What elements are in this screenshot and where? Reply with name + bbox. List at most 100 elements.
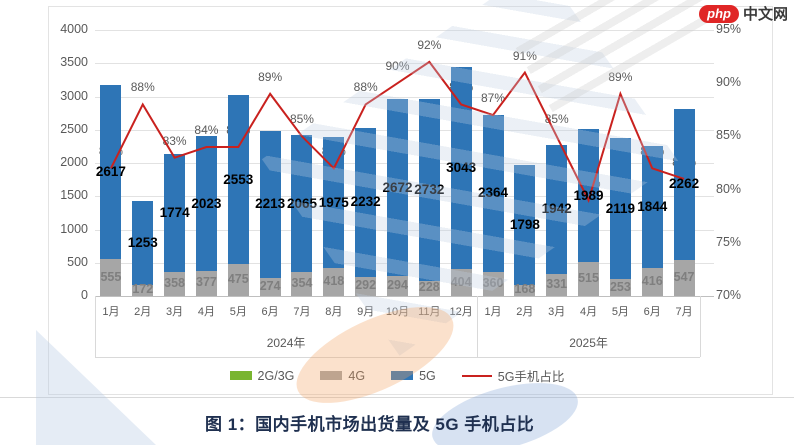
bar-value-label-5g: 1989 [573,187,604,203]
bar-4g-segment [546,273,568,296]
bar-5g-segment [195,136,217,271]
legend-swatch-icon [320,371,343,380]
bar-value-label-4g: 416 [641,274,663,289]
bar-value-label-4g: 331 [546,276,568,291]
site-logo: php 中文网 [699,3,788,24]
month-label: 2月 [134,306,152,318]
bar-value-label-4g: 253 [609,279,631,294]
legend-item-2g3g: 2G/3G [229,369,294,383]
bar-4g-segment [514,284,536,296]
month-label: 7月 [675,306,693,318]
bar-value-label-5g: 1975 [318,194,349,210]
chart-legend: 2G/3G 4G 5G 5G手机占比 [0,366,794,385]
y-axis-label-left: 0 [81,288,88,302]
bar-value-label-5g: 2262 [669,176,700,192]
pct-label: 89% [608,69,633,84]
month-label: 3月 [166,306,184,318]
bar-4g-segment [418,280,440,296]
bar-value-label-5g: 1774 [159,205,190,221]
bar-5g-segment [259,130,281,278]
y-axis-label-left: 2000 [60,155,88,169]
pct-label: 87% [481,91,506,106]
bar-4g-segment [387,276,408,296]
bar-value-label-5g: 2232 [350,194,381,210]
y-axis-label-left: 4000 [60,22,88,36]
bar-value-label-5g: 2732 [414,181,445,197]
month-label: 7月 [293,306,311,318]
axis-group-separator [477,296,479,357]
bar-value-label-5g: 2023 [191,195,222,211]
pct-label: 92% [417,37,442,52]
y-axis-label-right: 80% [716,181,742,196]
year-label: 2025年 [569,336,608,350]
bar-value-label-5g: 2617 [95,164,126,180]
month-label: 6月 [643,306,661,318]
legend-swatch-icon [391,371,414,380]
bar-value-label-4g: 418 [323,274,345,289]
bar-value-label-4g: 547 [673,269,695,284]
pct-label: 88% [130,80,155,95]
y-axis-label-left: 1500 [60,188,88,203]
bar-5g-segment [355,128,377,277]
bar-4g-segment [355,276,377,296]
y-axis-label-left: 3000 [60,88,88,103]
legend-item-5g: 5G [391,369,436,383]
legend-line-icon [461,374,492,377]
grid-line [95,63,714,65]
bar-value-label-4g: 475 [227,272,249,287]
bar-5g-segment [418,99,440,281]
axis-box-bottom [95,357,700,358]
bar-4g-segment [227,264,249,296]
bar-value-label-4g: 168 [514,282,536,297]
bar-value-label-5g: 2213 [255,196,286,212]
bar-value-label-4g: 358 [164,276,186,291]
pct-label: 90% [385,59,410,74]
bar-value-label-4g: 360 [482,276,504,291]
month-label: 11月 [418,306,441,318]
month-label: 4月 [197,306,215,318]
bar-5g-segment [387,98,408,277]
bar-value-label-5g: 2553 [223,171,254,187]
bar-4g-segment [609,279,631,296]
bar-4g-segment [132,284,154,296]
y-axis-label-left: 500 [67,254,88,269]
pct-label: 85% [289,112,314,127]
month-label: 5月 [229,306,247,318]
bar-5g-segment [546,144,568,274]
y-axis-label-left: 3500 [60,55,88,70]
bar-value-label-4g: 377 [196,275,217,290]
legend-label: 5G [419,368,436,383]
bar-5g-segment [673,109,695,260]
bar-value-label-5g: 3043 [446,159,477,175]
legend-item-5g-share: 5G手机占比 [461,366,564,385]
pct-label: 88% [353,80,378,95]
bar-4g-segment [100,259,122,296]
bar-value-label-5g: 2119 [605,200,636,216]
bar-value-label-4g: 274 [259,278,281,293]
pct-label: 89% [258,69,283,84]
bar-value-label-5g: 2672 [382,179,413,195]
trend-polyline [110,60,685,203]
bar-value-label-5g: 2065 [286,195,317,211]
bar-value-label-4g: 404 [450,274,472,289]
month-label: 5月 [611,306,629,318]
bar-5g-segment [609,138,631,280]
y-axis-label-left: 1000 [60,221,88,236]
bar-5g-segment [450,66,472,270]
y-axis-label-right: 90% [716,75,742,90]
bar-5g-segment [132,201,154,285]
bar-value-label-4g: 228 [418,280,440,295]
month-label: 3月 [548,306,566,318]
y-axis-label-right: 85% [716,128,742,143]
legend-label: 4G [348,368,366,383]
x-axis-line [95,296,700,297]
bar-4g-segment [578,261,600,296]
bar-4g-segment [164,272,186,296]
month-label: 9月 [357,306,375,318]
year-label: 2024年 [266,336,306,350]
month-label: 12月 [449,306,473,318]
bar-5g-segment [323,136,345,269]
bar-5g-segment [100,85,122,260]
